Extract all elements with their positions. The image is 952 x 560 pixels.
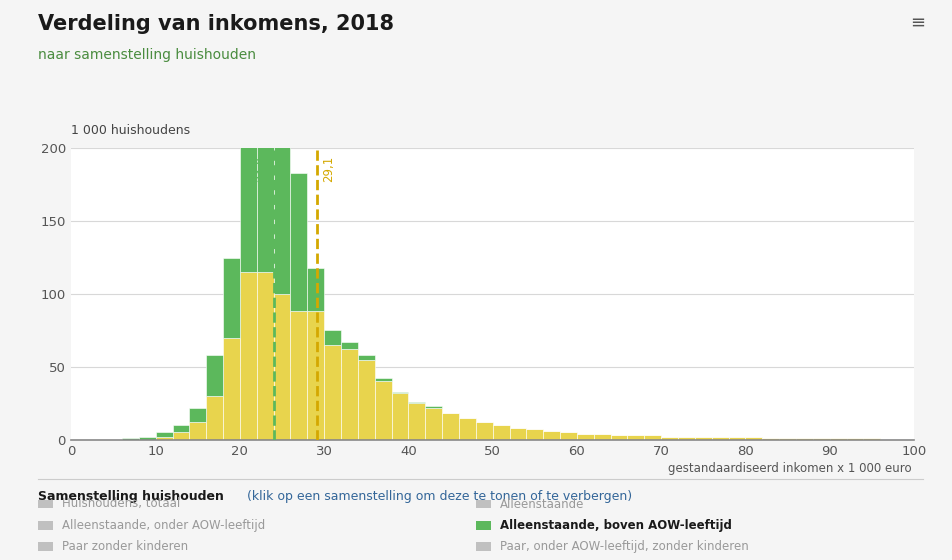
Bar	[745, 437, 763, 440]
Text: ≡: ≡	[910, 14, 925, 32]
Bar	[223, 338, 240, 440]
Bar	[695, 437, 712, 440]
Bar	[139, 437, 156, 440]
Text: Alleenstaande, onder AOW-leeftijd: Alleenstaande, onder AOW-leeftijd	[62, 519, 265, 532]
Bar	[476, 422, 493, 440]
Text: Alleenstaande, boven AOW-leeftijd: Alleenstaande, boven AOW-leeftijd	[500, 519, 732, 532]
Bar	[408, 403, 426, 440]
Bar	[207, 396, 223, 440]
Bar	[172, 432, 189, 440]
Bar	[863, 438, 881, 440]
Bar	[358, 360, 375, 440]
Text: Verdeling van inkomens, 2018: Verdeling van inkomens, 2018	[38, 14, 394, 34]
Bar	[829, 438, 846, 440]
Bar	[207, 355, 223, 396]
Bar	[290, 173, 307, 311]
Text: (klik op een samenstelling om deze te tonen of te verbergen): (klik op een samenstelling om deze te to…	[243, 490, 632, 503]
Text: Alleenstaande: Alleenstaande	[500, 497, 585, 511]
Bar	[763, 438, 779, 440]
Bar	[358, 355, 375, 360]
Bar	[577, 434, 594, 440]
Bar	[442, 413, 459, 440]
Bar	[526, 430, 544, 440]
Bar	[509, 428, 526, 440]
Text: 29,1: 29,1	[322, 156, 335, 182]
Bar	[779, 438, 796, 440]
Bar	[223, 258, 240, 338]
Bar	[189, 422, 207, 440]
Bar	[172, 425, 189, 432]
Bar	[594, 434, 610, 440]
Bar	[661, 437, 678, 440]
Bar	[341, 342, 358, 349]
Bar	[307, 311, 324, 440]
Bar	[627, 435, 645, 440]
Bar	[240, 272, 257, 440]
Bar	[678, 437, 695, 440]
Text: 24,0: 24,0	[255, 156, 268, 182]
Bar	[728, 437, 745, 440]
Bar	[846, 438, 863, 440]
Bar	[290, 311, 307, 440]
Bar	[257, 272, 273, 440]
Bar	[273, 112, 290, 294]
Bar	[813, 438, 829, 440]
Text: Samenstelling huishouden: Samenstelling huishouden	[38, 490, 224, 503]
Text: 1 000 huishoudens: 1 000 huishoudens	[71, 124, 190, 137]
Text: naar samenstelling huishouden: naar samenstelling huishouden	[38, 48, 256, 62]
Bar	[391, 393, 408, 440]
Text: Paar, onder AOW-leeftijd, zonder kinderen: Paar, onder AOW-leeftijd, zonder kindere…	[500, 540, 748, 553]
Bar	[493, 425, 509, 440]
Bar	[324, 330, 341, 345]
Bar	[273, 294, 290, 440]
Bar	[391, 391, 408, 393]
Bar	[560, 432, 577, 440]
Bar	[122, 438, 139, 440]
Bar	[796, 438, 813, 440]
Bar	[341, 349, 358, 440]
Bar	[426, 408, 442, 440]
Bar	[257, 32, 273, 272]
Bar	[155, 437, 172, 440]
Bar	[240, 83, 257, 272]
Bar	[375, 381, 391, 440]
Bar	[610, 435, 627, 440]
Text: gestandaardiseerd inkomen x 1 000 euro: gestandaardiseerd inkomen x 1 000 euro	[668, 462, 912, 475]
Bar	[307, 268, 324, 311]
Bar	[645, 435, 661, 440]
Bar	[544, 431, 560, 440]
Bar	[155, 432, 172, 437]
Bar	[426, 406, 442, 408]
Text: Paar zonder kinderen: Paar zonder kinderen	[62, 540, 188, 553]
Bar	[712, 437, 728, 440]
Bar	[408, 402, 426, 403]
Bar	[459, 418, 476, 440]
Text: Huishoudens, totaal: Huishoudens, totaal	[62, 497, 180, 511]
Bar	[375, 379, 391, 381]
Bar	[189, 408, 207, 422]
Bar	[324, 345, 341, 440]
